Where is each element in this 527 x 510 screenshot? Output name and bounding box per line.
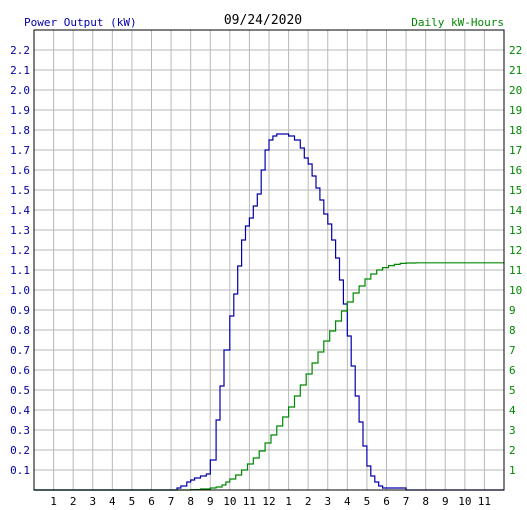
x-axis-tick-label: 9: [207, 495, 214, 508]
x-axis-tick-label: 10: [458, 495, 471, 508]
x-axis-tick-label: 6: [383, 495, 390, 508]
left-axis-tick-label: 1.4: [10, 204, 30, 217]
x-axis-tick-label: 2: [305, 495, 312, 508]
x-axis-tick-labels: 1 2 3 4 5 6 7 8 9 10 11 12 1 2 3 4 5 6 7 8 9 10 11: [50, 495, 491, 508]
x-axis-tick-label: 9: [442, 495, 449, 508]
x-axis-tick-label: 1: [285, 495, 292, 508]
right-axis-tick-label: 21: [509, 64, 522, 77]
x-axis-tick-label: 12: [262, 495, 275, 508]
plot-frame: [33, 29, 505, 491]
left-axis-tick-label: 2.2: [10, 44, 30, 57]
x-axis-tick-label: 5: [129, 495, 136, 508]
left-axis-tick-label: 1.1: [10, 264, 30, 277]
left-axis-title: Power Output (kW): [24, 16, 137, 29]
left-axis-tick-label: 1.7: [10, 144, 30, 157]
x-axis-tick-label: 4: [109, 495, 116, 508]
right-axis-tick-label: 10: [509, 284, 522, 297]
right-axis-tick-label: 19: [509, 104, 522, 117]
x-axis-tick-label: 3: [324, 495, 331, 508]
right-axis-tick-label: 3: [509, 424, 516, 437]
chart-title: 09/24/2020: [224, 13, 302, 28]
left-axis-tick-label: 2.0: [10, 84, 30, 97]
right-axis-tick-label: 7: [509, 344, 516, 357]
grid: [34, 30, 504, 490]
power-output-series-line: [34, 133, 504, 491]
right-axis-tick-label: 11: [509, 264, 522, 277]
x-axis-tick-label: 8: [187, 495, 194, 508]
x-axis-tick-label: 11: [243, 495, 256, 508]
x-axis-tick-label: 11: [478, 495, 491, 508]
left-axis-tick-label: 0.4: [10, 404, 30, 417]
right-axis-title: Daily kW-Hours: [411, 16, 504, 29]
left-axis-tick-label: 0.1: [10, 464, 30, 477]
left-axis-tick-label: 1.0: [10, 284, 30, 297]
right-axis-tick-label: 18: [509, 124, 522, 137]
right-axis-tick-label: 14: [509, 204, 523, 217]
left-axis-tick-label: 0.3: [10, 424, 30, 437]
right-axis-tick-label: 5: [509, 384, 516, 397]
right-axis-tick-label: 8: [509, 324, 516, 337]
x-axis-tick-label: 5: [364, 495, 371, 508]
right-axis-tick-label: 12: [509, 244, 522, 257]
left-axis-tick-label: 1.3: [10, 224, 30, 237]
left-axis-tick-label: 1.6: [10, 164, 30, 177]
left-axis-tick-labels: 0.1 0.2 0.3 0.4 0.5 0.6 0.7 0.8 0.9 1.0 1.1 1.2 1.3 1…: [10, 44, 30, 477]
left-axis-tick-label: 0.5: [10, 384, 30, 397]
right-axis-tick-label: 15: [509, 184, 522, 197]
right-axis-tick-label: 9: [509, 304, 516, 317]
left-axis-tick-label: 0.8: [10, 324, 30, 337]
x-axis-tick-label: 2: [70, 495, 77, 508]
left-axis-tick-label: 0.6: [10, 364, 30, 377]
left-axis-tick-label: 1.8: [10, 124, 30, 137]
x-axis-tick-label: 7: [168, 495, 175, 508]
x-axis-tick-label: 3: [89, 495, 96, 508]
right-axis-tick-label: 17: [509, 144, 522, 157]
left-axis-tick-label: 0.2: [10, 444, 30, 457]
x-axis-tick-label: 6: [148, 495, 155, 508]
x-axis-tick-label: 7: [403, 495, 410, 508]
x-axis-tick-label: 10: [223, 495, 236, 508]
daily-kwh-series-line: [34, 262, 504, 491]
series: [34, 133, 504, 491]
x-axis-tick-label: 8: [422, 495, 429, 508]
right-axis-tick-label: 22: [509, 44, 522, 57]
left-axis-tick-label: 1.9: [10, 104, 30, 117]
right-axis-tick-label: 1: [509, 464, 516, 477]
left-axis-tick-label: 1.5: [10, 184, 30, 197]
right-axis-tick-label: 6: [509, 364, 516, 377]
left-axis-tick-label: 2.1: [10, 64, 30, 77]
x-axis-tick-label: 1: [50, 495, 57, 508]
right-axis-tick-label: 4: [509, 404, 516, 417]
x-axis-tick-label: 4: [344, 495, 351, 508]
left-axis-tick-label: 0.7: [10, 344, 30, 357]
left-axis-tick-label: 1.2: [10, 244, 30, 257]
right-axis-tick-label: 16: [509, 164, 522, 177]
left-axis-tick-label: 0.9: [10, 304, 30, 317]
right-axis-tick-label: 20: [509, 84, 522, 97]
right-axis-tick-label: 2: [509, 444, 516, 457]
right-axis-tick-label: 13: [509, 224, 522, 237]
